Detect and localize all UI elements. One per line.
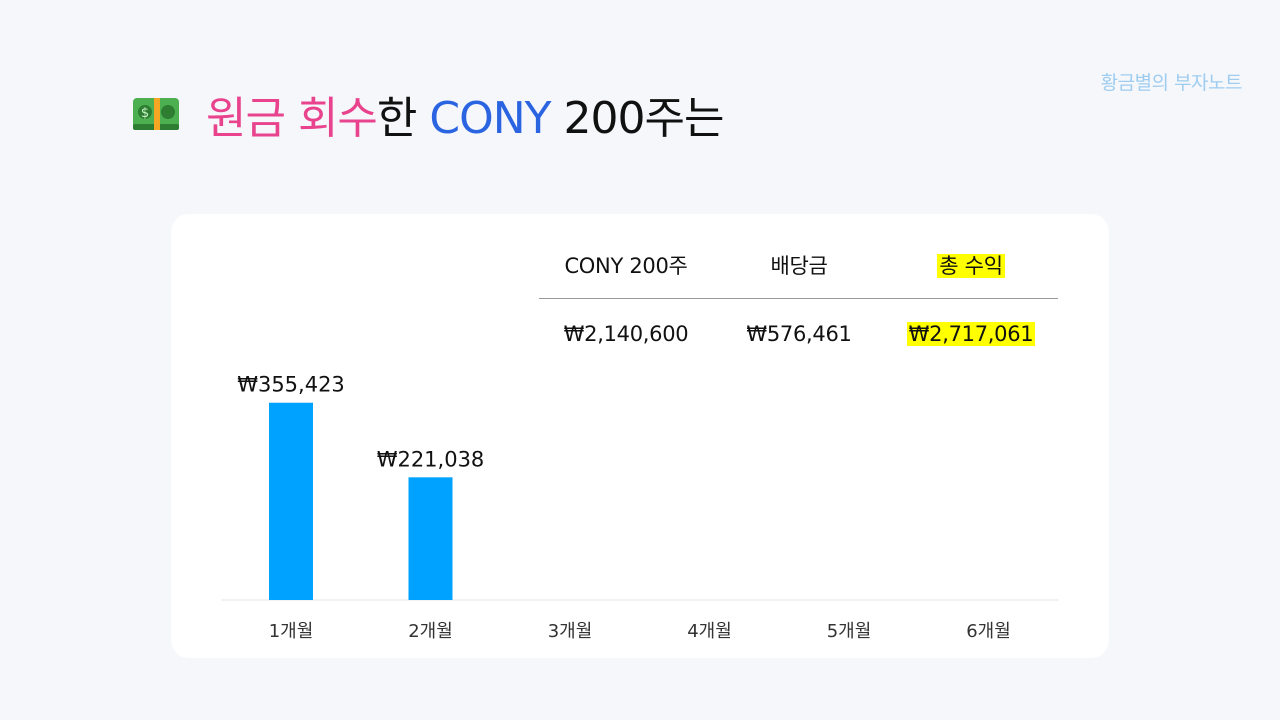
title-connector: 한 — [376, 93, 430, 144]
title-ticker: CONY — [429, 93, 551, 144]
title-highlight-pink: 원금 회수 — [206, 93, 378, 144]
table-value-total-text: ₩2,717,061 — [906, 322, 1036, 346]
x-tick-label-5: 5개월 — [827, 621, 872, 642]
x-tick-label-6: 6개월 — [966, 621, 1011, 642]
table-header-total-text: 총 수익 — [937, 254, 1005, 278]
bar-chart: ₩355,423 1개월 ₩221,038 2개월 3개월 4개월 5개월 6개월 — [221, 373, 1059, 642]
bar-1 — [269, 402, 313, 600]
money-icon: $ — [133, 98, 179, 130]
table-divider — [539, 298, 1058, 299]
table-header-dividend: 배당금 — [770, 254, 828, 278]
data-label-1: ₩355,423 — [237, 373, 345, 397]
x-tick-label-2: 2개월 — [408, 621, 453, 642]
title-suffix: 200주는 — [550, 93, 725, 144]
x-tick-label-1: 1개월 — [269, 621, 314, 642]
x-tick-label-4: 4개월 — [687, 621, 732, 642]
bar-2 — [408, 477, 453, 600]
table-value-dividend: ₩576,461 — [746, 322, 852, 346]
brand-label: 황금별의 부자노트 — [1100, 72, 1243, 94]
table-header-shares: CONY 200주 — [564, 254, 688, 278]
data-label-2: ₩221,038 — [377, 447, 485, 471]
chart-card: ₩355,423 1개월 ₩221,038 2개월 3개월 4개월 5개월 6개월 CONY … — [171, 214, 1109, 658]
page-title: 원금 회수한 CONY 200주는 — [206, 82, 725, 146]
x-tick-label-3: 3개월 — [548, 621, 593, 642]
table-value-shares: ₩2,140,600 — [563, 322, 689, 346]
title-row: $ 원금 회수한 CONY 200주는 — [132, 82, 725, 146]
table-value-total: ₩2,717,061 — [871, 322, 1071, 346]
svg-text:$: $ — [141, 106, 149, 121]
table-header-total: 총 수익 — [881, 250, 1061, 280]
